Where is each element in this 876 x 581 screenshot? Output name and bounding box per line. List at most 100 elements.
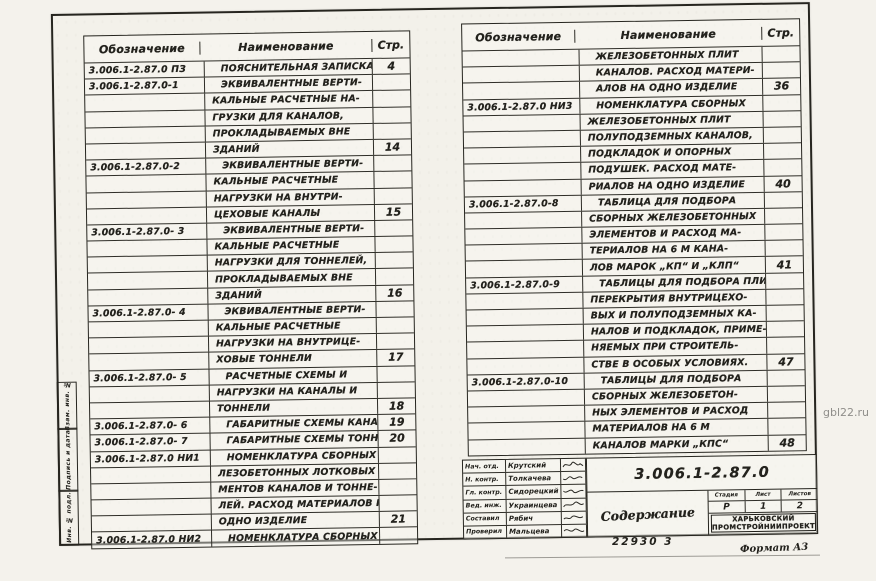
page-cell <box>378 479 417 495</box>
name-cell: кальные расчетные <box>205 172 374 191</box>
name-cell: алов на одно изделие <box>579 79 763 98</box>
designation-cell: 3.006.1-2.87.0-2 <box>90 161 181 174</box>
name-cell: прокладываемых вне <box>206 269 376 288</box>
page-cell <box>764 240 803 257</box>
designation-cell <box>91 466 210 483</box>
name-cell: лезобетонных лотковых эле- <box>209 463 379 482</box>
name-cell: ховые тоннели <box>208 350 377 369</box>
page-cell <box>767 418 806 435</box>
designation-cell <box>87 240 206 257</box>
name-header: Наименование <box>574 26 762 43</box>
contents-table-right: Обозначение Наименование Стр. железобетонны… <box>461 18 807 457</box>
signer-name: Рябич <box>505 511 561 525</box>
page-cell: 19 <box>377 414 416 431</box>
designation-cell: 3.006.1-2.87.0-8 <box>468 197 559 211</box>
page-cell <box>764 208 803 224</box>
designation-cell <box>87 207 206 224</box>
signer-role: Н. контр. <box>465 475 499 484</box>
page-cell <box>766 369 805 386</box>
page-cell: 48 <box>767 434 806 451</box>
designation-cell <box>92 515 211 532</box>
signature-icon <box>560 511 586 524</box>
name-cell: одно изделие <box>210 512 379 530</box>
organization-line: Промстройниипроект <box>711 522 816 532</box>
page-cell <box>765 321 805 338</box>
stage-header-cell: Лист <box>744 489 781 501</box>
title-block-signers: Нач. отд. Крутский Н. контр. Толкачева Гл. к… <box>462 458 589 539</box>
designation-cell <box>463 50 579 67</box>
name-cell: зданий <box>204 139 374 158</box>
name-cell: элементов и расход ма- <box>581 224 765 243</box>
side-stamp-podpis-data: Подпись и дата <box>57 427 79 492</box>
format-note: Формат А3 <box>739 541 809 556</box>
designation-cell <box>464 147 580 164</box>
title-block-bottom: Содержание Стадия Лист Листов Р 12 Харьковс… <box>587 489 819 537</box>
page-cell <box>378 527 418 544</box>
side-stamp-inv-podl: Инв. № подл. <box>58 489 80 546</box>
side-stamp-label: Взам. инв. № <box>63 380 71 431</box>
signer-row: Нач. отд. Крутский <box>463 458 587 473</box>
archive-number: 22930 3 <box>612 536 674 548</box>
designation-cell <box>463 82 579 99</box>
name-cell: нагрузки для тоннелей, <box>206 253 375 272</box>
name-cell: железобетонных плит <box>578 46 762 65</box>
name-cell: перекрытия внутрицехо- <box>582 289 766 308</box>
page-cell <box>375 317 414 334</box>
name-cell: цеховые каналы <box>205 204 375 223</box>
signature-icon <box>560 485 586 498</box>
designation-cell <box>466 260 582 277</box>
name-header: Наименование <box>199 38 372 55</box>
stage-block: Стадия Лист Листов Р 12 Харьковский Промстр… <box>707 489 819 535</box>
designation-header: Обозначение <box>475 29 562 44</box>
name-cell: Номенклатура сборных <box>211 528 380 547</box>
page-cell <box>764 224 803 241</box>
name-cell: няемых при строитель- <box>583 338 767 357</box>
signer-role: Нач. отд. <box>464 462 499 471</box>
designation-cell <box>85 110 204 127</box>
name-cell: кальные расчетные <box>207 317 376 336</box>
name-cell: Таблица для подбора <box>580 192 764 211</box>
designation-cell <box>86 175 205 192</box>
page-cell <box>375 301 414 317</box>
page-cell <box>371 74 411 91</box>
designation-cell <box>469 438 585 455</box>
page-cell <box>374 252 413 269</box>
page-cell <box>762 143 802 160</box>
designation-cell <box>464 114 580 131</box>
title-block-right: 3.006.1-2.87.0 Содержание Стадия Лист Лист… <box>586 455 819 537</box>
name-cell: нагрузки на каналы и <box>208 382 377 401</box>
page-cell: 41 <box>764 256 804 273</box>
designation-cell: 3.006.1-2.87.0- 7 <box>94 436 188 449</box>
designation-cell: 3.006.1-2.87.0-10 <box>471 375 569 389</box>
page-cell <box>762 127 801 143</box>
page-cell: 16 <box>375 284 414 301</box>
designation-cell <box>90 385 209 402</box>
designation-cell <box>463 66 579 83</box>
stage-value-cell: Р <box>723 501 730 512</box>
signer-role: Гл. контр. <box>465 488 503 497</box>
name-cell: прокладываемых вне <box>204 123 373 142</box>
name-cell: Габаритные схемы каналов <box>209 415 378 433</box>
name-cell: Эквивалентные верти- <box>206 220 375 239</box>
signer-row: Составил Рябич <box>463 510 587 526</box>
designation-cell <box>86 126 205 143</box>
page-cell <box>377 446 416 463</box>
side-stamp-vzam-inv: Взам. инв. № <box>56 380 78 431</box>
designation-cell <box>88 272 207 289</box>
designation-cell <box>465 212 581 229</box>
page-cell <box>376 382 415 398</box>
page-cell: 21 <box>378 511 417 528</box>
signature-icon <box>560 471 586 485</box>
name-cell: сборных железобетон- <box>583 386 768 405</box>
designation-cell <box>89 337 208 354</box>
page-cell <box>766 386 806 402</box>
designation-cell: 3.006.1-2.87.0- 4 <box>92 306 186 320</box>
name-cell: вых и полуподземных ка- <box>582 305 766 324</box>
page-cell <box>762 94 801 111</box>
page-header: Стр. <box>371 37 410 52</box>
page-cell <box>373 187 412 204</box>
signer-row: Проверил Мальцева <box>463 523 588 539</box>
designation-cell: 3.006.1-2.87.0-1 <box>88 80 179 93</box>
signature-icon <box>560 498 586 511</box>
